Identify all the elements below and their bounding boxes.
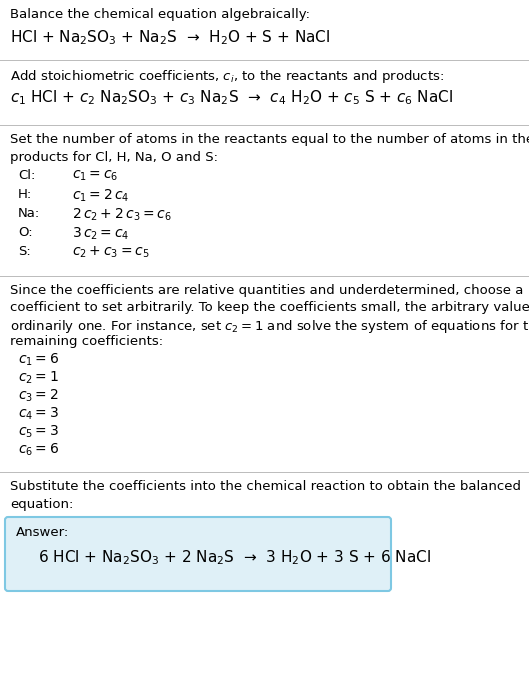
Text: $c_4 = 3$: $c_4 = 3$ [18,406,59,423]
Text: ordinarily one. For instance, set $c_2 = 1$ and solve the system of equations fo: ordinarily one. For instance, set $c_2 =… [10,318,529,335]
Text: S:: S: [18,245,31,258]
Text: $c_3 = 2$: $c_3 = 2$ [18,388,59,405]
Text: Add stoichiometric coefficients, $c_i$, to the reactants and products:: Add stoichiometric coefficients, $c_i$, … [10,68,444,85]
Text: HCl + Na$_2$SO$_3$ + Na$_2$S  →  H$_2$O + S + NaCl: HCl + Na$_2$SO$_3$ + Na$_2$S → H$_2$O + … [10,28,330,47]
FancyBboxPatch shape [5,517,391,591]
Text: products for Cl, H, Na, O and S:: products for Cl, H, Na, O and S: [10,151,218,164]
Text: equation:: equation: [10,498,74,511]
Text: coefficient to set arbitrarily. To keep the coefficients small, the arbitrary va: coefficient to set arbitrarily. To keep … [10,301,529,314]
Text: $2\,c_2 + 2\,c_3 = c_6$: $2\,c_2 + 2\,c_3 = c_6$ [72,207,172,223]
Text: Set the number of atoms in the reactants equal to the number of atoms in the: Set the number of atoms in the reactants… [10,133,529,146]
Text: $c_1 = 6$: $c_1 = 6$ [18,352,59,368]
Text: $c_6 = 6$: $c_6 = 6$ [18,442,59,458]
Text: $c_2 + c_3 = c_5$: $c_2 + c_3 = c_5$ [72,245,150,260]
Text: remaining coefficients:: remaining coefficients: [10,335,163,348]
Text: $c_1 = c_6$: $c_1 = c_6$ [72,169,118,183]
Text: 6 HCl + Na$_2$SO$_3$ + 2 Na$_2$S  →  3 H$_2$O + 3 S + 6 NaCl: 6 HCl + Na$_2$SO$_3$ + 2 Na$_2$S → 3 H$_… [38,548,431,567]
Text: $3\,c_2 = c_4$: $3\,c_2 = c_4$ [72,226,130,243]
Text: Since the coefficients are relative quantities and underdetermined, choose a: Since the coefficients are relative quan… [10,284,523,297]
Text: $c_1 = 2\,c_4$: $c_1 = 2\,c_4$ [72,188,130,205]
Text: Cl:: Cl: [18,169,35,182]
Text: $c_2 = 1$: $c_2 = 1$ [18,370,59,386]
Text: $c_5 = 3$: $c_5 = 3$ [18,424,59,440]
Text: Answer:: Answer: [16,526,69,539]
Text: Balance the chemical equation algebraically:: Balance the chemical equation algebraica… [10,8,310,21]
Text: H:: H: [18,188,32,201]
Text: Substitute the coefficients into the chemical reaction to obtain the balanced: Substitute the coefficients into the che… [10,480,521,493]
Text: $c_1$ HCl + $c_2$ Na$_2$SO$_3$ + $c_3$ Na$_2$S  →  $c_4$ H$_2$O + $c_5$ S + $c_6: $c_1$ HCl + $c_2$ Na$_2$SO$_3$ + $c_3$ N… [10,88,453,106]
Text: Na:: Na: [18,207,40,220]
Text: O:: O: [18,226,33,239]
